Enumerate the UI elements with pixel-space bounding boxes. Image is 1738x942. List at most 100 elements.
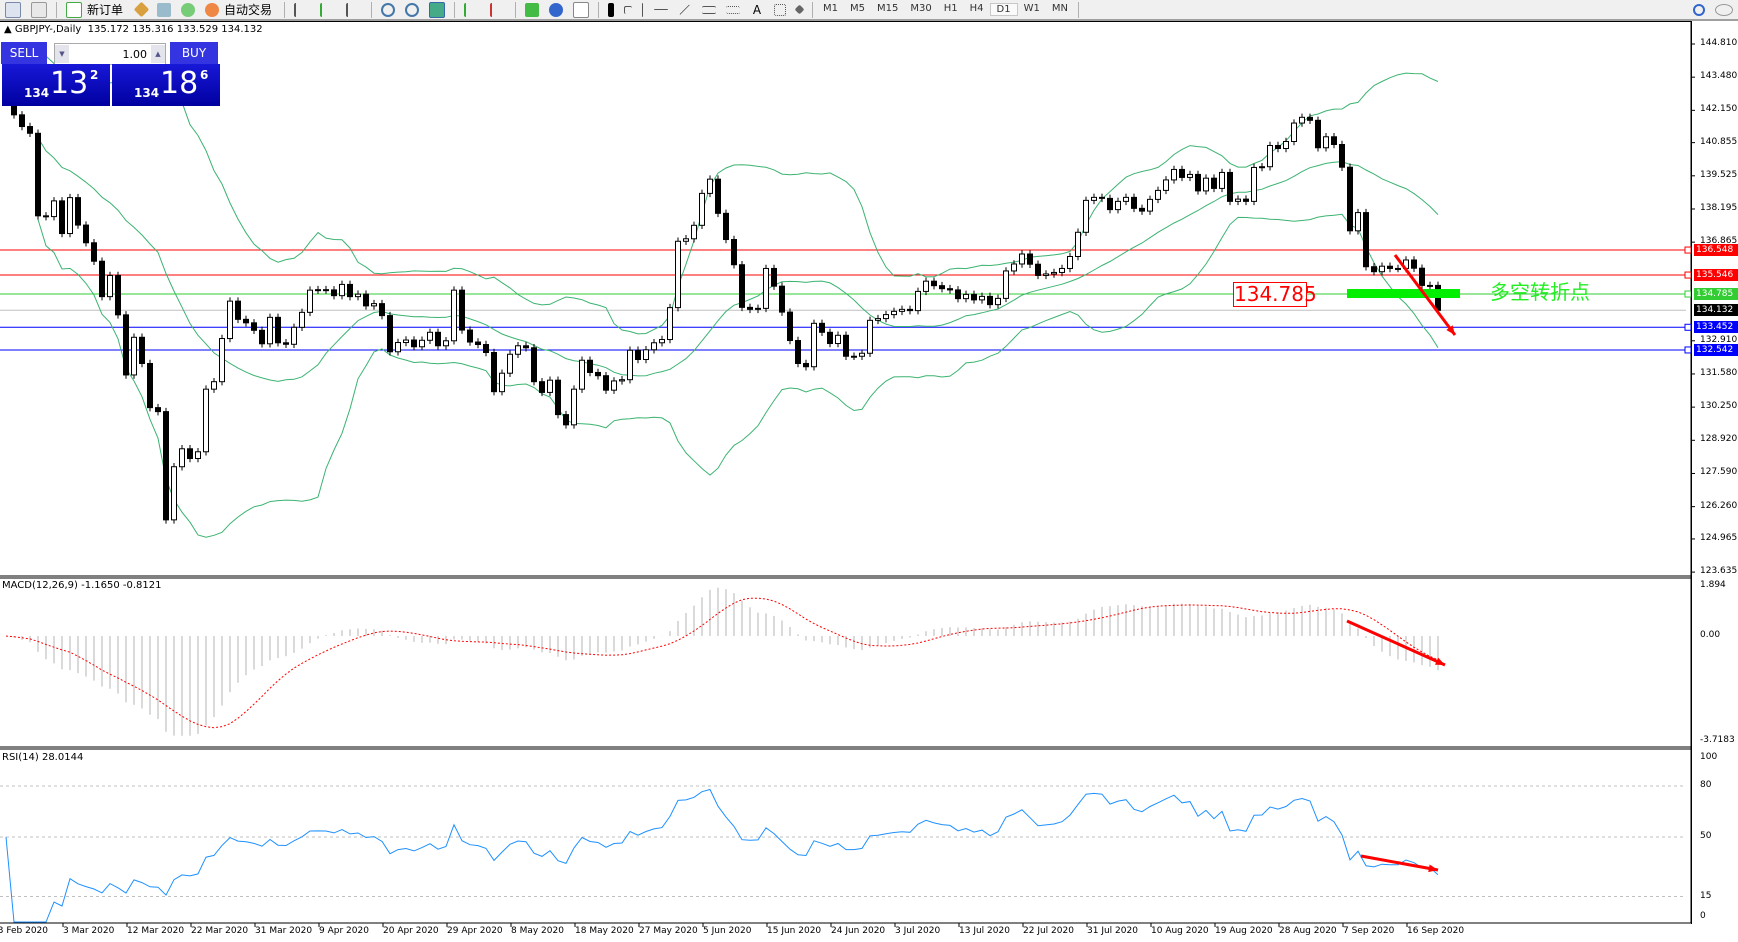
timeframe-mn[interactable]: MN [1051,3,1068,14]
horizontal-line-icon[interactable] [654,8,669,11]
indicators-icon[interactable] [525,2,540,17]
level-price-label: 133.452 [1694,321,1738,334]
collapse-icon[interactable]: ▲ [4,24,15,35]
sell-button[interactable]: SELL [1,42,47,64]
candle-body-bull [1083,199,1089,233]
candle [459,286,465,334]
price-annotation-label[interactable]: 134.785 [1233,282,1317,307]
periods-icon[interactable] [549,2,564,17]
candle-body-bear [1331,136,1337,146]
candle-body-bull [211,381,217,390]
candlestick-icon[interactable] [320,2,336,17]
candle-body-bear [1107,197,1113,211]
text-label-icon[interactable] [774,3,787,16]
auto-trading-button[interactable]: 自动交易 [224,3,273,17]
level-price-label: 135.546 [1694,269,1738,282]
crosshair-icon[interactable] [624,5,633,14]
candle-body-bear [59,200,65,235]
fibonacci-icon[interactable] [726,5,741,14]
candle-body-bull [1395,267,1401,270]
candle-body-bull [339,283,345,297]
candle [1019,250,1025,268]
candle [475,338,481,349]
vertical-line-icon[interactable] [642,2,644,17]
candle-body-bull [427,331,433,341]
autoscroll-icon[interactable] [490,2,506,17]
zoom-in-icon[interactable] [381,2,396,17]
candle [115,271,121,319]
candle [987,292,993,309]
lot-size-input[interactable]: 1.00 [122,47,148,61]
timeframe-m30[interactable]: M30 [910,3,932,14]
candle [99,257,105,301]
price-tick: 131.580 [1700,367,1738,378]
candle-body-bear [1099,196,1105,199]
date-tick: 12 Mar 2020 [127,926,185,936]
zoom-out-icon[interactable] [405,2,420,17]
timeframe-m1[interactable]: M1 [823,3,839,14]
timeframe-m15[interactable]: M15 [877,3,899,14]
timeframe-w1[interactable]: W1 [1023,3,1040,14]
candle [867,316,873,357]
cursor-icon[interactable] [608,2,615,17]
new-order-button[interactable]: 新订单 [87,3,124,17]
candle-body-bear [155,407,161,413]
price-tick: 139.525 [1700,169,1738,180]
candle-body-bear [1315,119,1321,149]
candle [547,376,553,397]
timeframe-m5[interactable]: M5 [850,3,866,14]
lot-increase-button[interactable]: ▲ [151,45,165,63]
lot-decrease-button[interactable]: ▼ [55,45,69,63]
timeframe-h1[interactable]: H1 [943,3,958,14]
chat-icon[interactable] [1715,3,1733,16]
candle-body-bull [899,308,905,312]
timeframe-h4[interactable]: H4 [969,3,984,14]
candle [611,377,617,394]
search-icon[interactable] [1693,3,1705,16]
candle-body-bear [411,339,417,348]
candle [707,175,713,198]
candle [339,280,345,300]
candle [1075,228,1081,261]
sell-price-button[interactable]: 134 13 2 [2,64,110,106]
price-tick: 126.260 [1700,500,1738,511]
candle-body-bull [1251,166,1257,202]
reversal-point-text[interactable]: 多空转折点 [1490,280,1590,304]
candle [1083,196,1089,237]
signal-icon[interactable] [181,2,196,17]
macd-down-arrow-shaft [1346,619,1446,667]
candle-body-bear [843,334,849,357]
candle-body-bull [875,318,881,321]
candle-body-bear [1307,116,1313,121]
price-tick: 140.855 [1700,136,1738,147]
line-chart-icon[interactable] [346,2,362,17]
templates-icon[interactable] [573,1,590,18]
candle [179,445,185,471]
new-order-icon[interactable] [66,1,82,18]
candle-body-bear [1195,173,1201,192]
buy-button[interactable]: BUY [170,42,218,64]
candle-body-bull [1259,166,1265,169]
lot-size-stepper[interactable]: ▼ 1.00 ▲ [54,43,166,65]
navigator-icon[interactable] [5,1,21,18]
data-icon[interactable] [157,2,172,17]
date-tick: 22 Mar 2020 [191,926,249,936]
bar-chart-icon[interactable] [294,2,310,17]
candle-body-bear [635,349,641,360]
buy-price-button[interactable]: 134 18 6 [112,64,220,106]
zoom-window-icon[interactable] [31,1,47,18]
chart-shift-icon[interactable] [464,2,480,17]
candle [1195,170,1201,195]
candle-body-bear [1371,266,1377,273]
auto-trading-icon[interactable] [205,2,220,17]
timeframe-d1[interactable]: D1 [989,3,1018,16]
tile-windows-icon[interactable] [429,1,446,18]
text-icon[interactable]: A [752,2,762,17]
candle-body-bull [179,448,185,468]
candle-body-bull [1091,196,1097,201]
candle-body-bear [1363,212,1369,268]
candle [1051,268,1057,278]
candle [451,286,457,345]
equidistant-channel-icon[interactable] [702,5,717,14]
